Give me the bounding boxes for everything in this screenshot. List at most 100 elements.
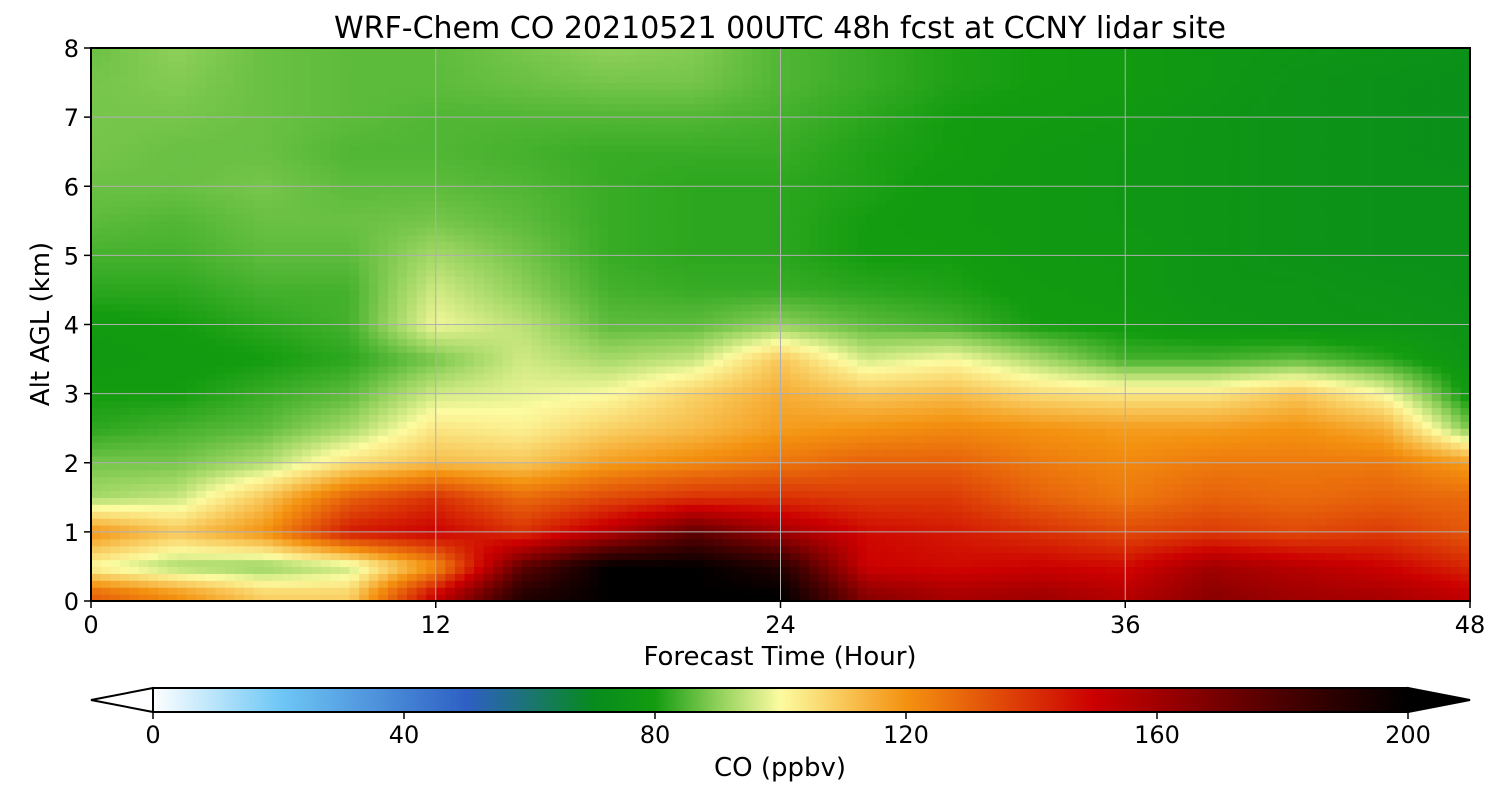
heatmap-cell [636,524,648,533]
heatmap-cell [1173,372,1184,381]
heatmap-cell [598,428,609,436]
heatmap-cell [177,393,188,402]
heatmap-cell [560,414,571,422]
heatmap-cell [1019,552,1031,561]
heatmap-cell [809,518,820,526]
heatmap-cell [761,407,772,415]
heatmap-cell [1297,524,1308,533]
heatmap-cell [158,359,169,367]
heatmap-cell [1412,414,1423,422]
heatmap-cell [1278,372,1289,381]
heatmap-cell [368,379,379,388]
heatmap-cell [349,594,360,601]
heatmap-cell [454,435,466,443]
heatmap-cell [646,573,657,581]
heatmap-cell [244,442,255,450]
heatmap-cell [292,372,303,381]
heatmap-cell [790,359,801,367]
heatmap-cell [780,538,791,547]
heatmap-cell [617,504,628,512]
heatmap-cell [368,386,379,395]
heatmap-cell [598,386,609,395]
heatmap-cell [311,386,322,395]
heatmap-cell [569,393,580,402]
heatmap-cell [560,435,571,443]
heatmap-cell [713,566,724,574]
heatmap-cell [138,407,150,415]
heatmap-cell [186,524,197,533]
heatmap-cell [397,518,408,526]
heatmap-cell [1374,483,1385,491]
heatmap-cell [196,386,207,395]
heatmap-cell [521,518,533,526]
heatmap-cell [1096,365,1107,374]
heatmap-cell [981,573,992,581]
heatmap-cell [761,400,772,409]
heatmap-cell [981,524,992,533]
heatmap-cell [1364,559,1375,568]
heatmap-cell [598,552,609,561]
heatmap-cell [560,455,571,464]
heatmap-cell [1010,511,1021,519]
heatmap-cell [1115,400,1126,409]
heatmap-cell [598,400,609,409]
heatmap-cell [1163,476,1174,485]
heatmap-cell [1134,476,1146,485]
heatmap-cell [416,365,427,374]
heatmap-cell [1460,476,1470,485]
heatmap-cell [359,421,370,429]
heatmap-cell [445,414,456,422]
heatmap-cell [167,566,178,574]
heatmap-cell [407,559,418,568]
heatmap-cell [780,448,791,457]
heatmap-cell [1364,511,1375,519]
heatmap-cells [91,48,1470,601]
heatmap-cell [1345,545,1356,554]
heatmap-cell [244,400,255,409]
heatmap-cell [215,442,226,450]
heatmap-cell [1441,511,1452,519]
heatmap-cell [1374,386,1385,395]
heatmap-cell [876,407,887,415]
heatmap-cell [550,365,561,374]
heatmap-cell [924,531,935,540]
heatmap-cell [311,580,322,588]
heatmap-cell [943,379,954,388]
heatmap-cell [1000,407,1011,415]
heatmap-cell [885,566,897,574]
heatmap-cell [1364,421,1375,429]
heatmap-cell [320,469,332,478]
heatmap-cell [253,531,264,540]
heatmap-cell [110,407,121,415]
heatmap-cell [1182,524,1193,533]
heatmap-cell [426,511,437,519]
heatmap-cell [1316,566,1327,574]
heatmap-cell [186,552,197,561]
heatmap-cell [818,566,829,574]
heatmap-cell [636,545,648,554]
heatmap-cell [1086,448,1098,457]
heatmap-cell [1010,476,1021,485]
heatmap-cell [550,359,561,367]
heatmap-cell [617,490,628,498]
heatmap-cell [368,400,379,409]
heatmap-cell [1422,531,1433,540]
heatmap-cell [416,566,427,574]
heatmap-cell [952,497,964,505]
heatmap-cell [684,497,695,505]
heatmap-cell [330,573,341,581]
heatmap-cell [1383,442,1394,450]
heatmap-cell [1355,448,1366,457]
heatmap-cell [1048,435,1059,443]
heatmap-cell [694,504,705,512]
heatmap-cell [1307,372,1318,381]
heatmap-cell [1067,414,1078,422]
heatmap-cell [1240,386,1251,395]
heatmap-cell [981,518,992,526]
heatmap-cell [828,594,839,601]
heatmap-cell [474,538,485,547]
heatmap-cell [435,518,446,526]
heatmap-cell [445,566,456,574]
heatmap-cell [272,511,284,519]
heatmap-cell [1221,365,1232,374]
